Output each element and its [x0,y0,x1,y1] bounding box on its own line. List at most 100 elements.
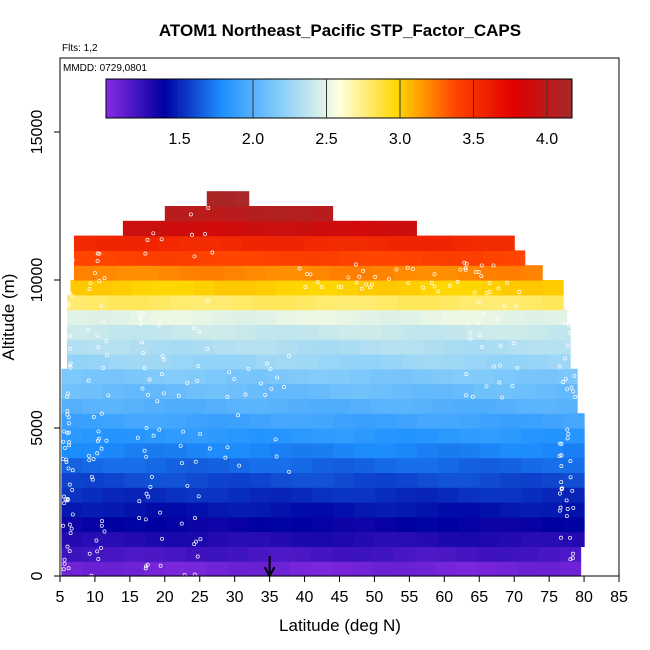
data-cell [255,324,278,340]
sample-point [359,286,364,291]
sample-point [87,287,92,292]
data-cell [480,294,502,311]
sample-point [179,521,184,526]
data-cell [311,206,334,222]
sample-point [410,267,415,271]
data-cell [402,354,424,370]
sample-point [176,393,181,398]
data-cell [458,502,481,518]
data-cell [61,442,83,459]
data-cell [143,368,166,385]
sample-point [138,322,143,327]
data-cell [375,457,397,473]
data-cell [145,487,167,503]
data-cell [91,280,113,296]
data-cell [270,472,292,488]
sample-point [158,510,163,515]
data-cell [108,294,130,311]
data-cell [354,442,376,459]
sample-point [137,516,142,521]
data-cell [549,339,571,355]
data-cell [171,339,194,355]
data-cell [350,368,372,385]
data-cell [124,442,146,459]
sample-point [143,517,148,522]
data-cell [325,235,348,251]
x-tick-label: 5 [56,589,65,606]
colorbar-tick-label: 4.0 [536,131,558,148]
sample-point [268,367,273,372]
sample-point [95,259,100,264]
data-cell [458,413,481,429]
data-cell [479,442,502,459]
sample-point [102,529,107,534]
data-cell [234,324,257,340]
data-cell [226,398,248,414]
data-cell [244,265,267,281]
data-cell [458,487,481,503]
data-cell [165,457,188,473]
sample-point [565,427,570,432]
sample-point [568,475,573,480]
data-cell [354,472,376,488]
data-cell [377,294,399,311]
data-cell [66,339,89,355]
data-cell [61,398,83,414]
data-cell [337,309,360,325]
data-cell [123,383,145,399]
sample-point [487,280,492,285]
data-cell [165,472,188,488]
sample-point [65,290,70,294]
sample-point [62,557,67,562]
data-cell [563,487,585,503]
data-cell [87,339,110,355]
data-cell [165,487,188,503]
data-cell [214,280,236,296]
sample-point [497,380,502,385]
data-cell [192,339,215,355]
date-annotation: MMDD: 0729,0801 [63,63,147,74]
sample-point [160,536,164,541]
sample-point [210,250,215,255]
data-cell [416,487,439,503]
sample-point [63,496,68,501]
y-axis-label: Altitude (m) [0,274,18,361]
data-cell [437,516,460,533]
data-cell [227,220,250,237]
data-cell [61,383,83,399]
data-cell [486,354,508,370]
x-tick-label: 35 [261,589,279,606]
sample-point [143,566,148,571]
data-cell [465,354,487,370]
sample-point [236,413,240,418]
data-cell [82,383,104,399]
data-cell [350,398,372,414]
data-cell [152,280,174,296]
data-cell [186,442,209,459]
data-cell [312,413,334,429]
data-cell [556,398,578,414]
data-cell [102,398,124,414]
data-cell [556,368,578,385]
data-cell [339,354,362,370]
sample-point [570,488,575,493]
data-cell [500,428,522,444]
data-cell [226,368,248,385]
data-cell [414,546,436,562]
data-cell [220,191,236,207]
data-cell [270,531,292,547]
data-cell [176,250,198,266]
data-cell [82,531,104,547]
data-cell [539,546,561,562]
sample-point [106,393,111,398]
sample-point [571,505,576,510]
data-cell [143,220,166,237]
data-cell [267,383,289,399]
data-cell [248,546,270,562]
sample-point [361,269,365,273]
data-cell [228,442,251,459]
data-cell [205,383,228,399]
sample-point [193,516,197,521]
sample-point [505,280,509,285]
sample-point [421,285,426,290]
